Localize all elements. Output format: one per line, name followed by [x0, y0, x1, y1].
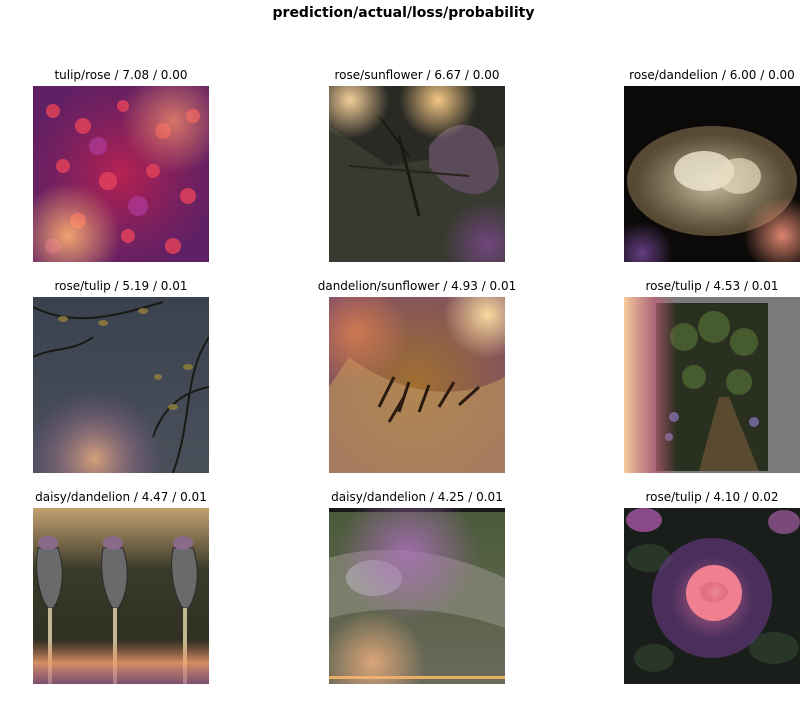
panel-title: rose/dandelion / 6.00 / 0.00	[629, 68, 795, 82]
garden-path-heatmap-image	[624, 297, 800, 473]
panel-title: daisy/dandelion / 4.25 / 0.01	[331, 490, 503, 504]
sunflower-closeup-heatmap-image	[329, 297, 505, 473]
panel-title: rose/tulip / 5.19 / 0.01	[54, 279, 188, 293]
figure-title: prediction/actual/loss/probability	[272, 5, 535, 21]
rose-bush-heatmap-image	[33, 86, 209, 262]
panel-title: daisy/dandelion / 4.47 / 0.01	[35, 490, 207, 504]
insect-on-flower-heatmap-image	[329, 86, 505, 262]
water-drop-leaf-heatmap-image	[329, 508, 505, 684]
dandelion-buds-heatmap-image	[33, 508, 209, 684]
panel-title: rose/tulip / 4.10 / 0.02	[645, 490, 779, 504]
panel-title: tulip/rose / 7.08 / 0.00	[54, 68, 188, 82]
branches-sky-heatmap-image	[33, 297, 209, 473]
panel-title: dandelion/sunflower / 4.93 / 0.01	[317, 279, 517, 293]
panel-title: rose/sunflower / 6.67 / 0.00	[334, 68, 500, 82]
panel-title: rose/tulip / 4.53 / 0.01	[645, 279, 779, 293]
dark-dish-heatmap-image	[624, 86, 800, 262]
pink-rose-heatmap-image	[624, 508, 800, 684]
